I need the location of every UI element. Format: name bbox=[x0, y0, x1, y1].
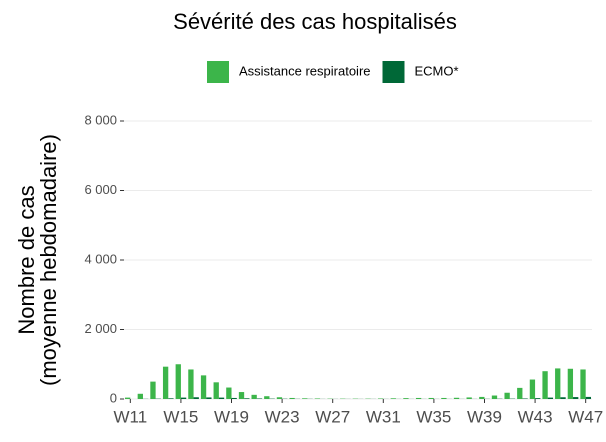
x-tick-label: W31 bbox=[366, 407, 401, 426]
bar bbox=[560, 397, 565, 399]
bar bbox=[244, 398, 249, 399]
bar bbox=[315, 398, 320, 399]
bar bbox=[441, 398, 446, 399]
x-tick-label: W11 bbox=[113, 407, 147, 426]
bar bbox=[232, 398, 237, 399]
bar bbox=[181, 398, 186, 399]
x-tick-label: W35 bbox=[416, 407, 451, 426]
bar bbox=[201, 375, 206, 399]
bar bbox=[568, 369, 573, 399]
bar bbox=[454, 398, 459, 399]
bar bbox=[264, 396, 269, 399]
bar bbox=[150, 382, 155, 399]
legend-swatch bbox=[383, 61, 405, 83]
bar bbox=[573, 397, 578, 399]
x-tick-label: W47 bbox=[568, 407, 603, 426]
bar bbox=[289, 398, 294, 399]
bar bbox=[555, 368, 560, 399]
bar bbox=[530, 380, 535, 399]
y-axis-title: Nombre de cas (moyenne hebdomadaire) bbox=[14, 134, 61, 386]
bar bbox=[586, 397, 591, 399]
bar bbox=[542, 371, 547, 399]
bar bbox=[168, 398, 173, 399]
bar bbox=[163, 367, 168, 399]
y-axis-title-line: (moyenne hebdomadaire) bbox=[36, 134, 61, 386]
bar bbox=[416, 398, 421, 399]
bar bbox=[479, 397, 484, 399]
bar bbox=[176, 364, 181, 399]
bar bbox=[467, 397, 472, 399]
bar bbox=[504, 393, 509, 399]
bar bbox=[522, 398, 527, 399]
bar bbox=[492, 396, 497, 399]
chart-title: Sévérité des cas hospitalisés bbox=[173, 9, 457, 34]
bar bbox=[302, 398, 307, 399]
bar bbox=[138, 394, 143, 399]
bar bbox=[517, 388, 522, 399]
legend-label: Assistance respiratoire bbox=[239, 63, 371, 78]
bar bbox=[429, 398, 434, 399]
y-tick-label: 0 bbox=[110, 390, 117, 405]
x-tick-label: W27 bbox=[315, 407, 350, 426]
bar bbox=[239, 392, 244, 399]
y-tick-label: 8 000 bbox=[84, 112, 117, 127]
bar bbox=[226, 388, 231, 399]
bar bbox=[277, 397, 282, 399]
x-tick-label: W19 bbox=[214, 407, 249, 426]
bar bbox=[125, 398, 130, 399]
x-tick-label: W23 bbox=[265, 407, 300, 426]
bar bbox=[194, 397, 199, 399]
bar bbox=[580, 369, 585, 399]
bar bbox=[219, 398, 224, 399]
bar bbox=[403, 398, 408, 399]
legend-swatch bbox=[207, 61, 229, 83]
y-tick-label: 2 000 bbox=[84, 321, 117, 336]
y-tick-label: 4 000 bbox=[84, 251, 117, 266]
x-tick-label: W43 bbox=[518, 407, 553, 426]
bar bbox=[206, 397, 211, 399]
x-tick-label: W39 bbox=[467, 407, 502, 426]
bar bbox=[548, 398, 553, 399]
bar bbox=[188, 369, 193, 399]
bar bbox=[214, 382, 219, 399]
bar bbox=[378, 398, 383, 399]
y-tick-label: 6 000 bbox=[84, 182, 117, 197]
x-tick-label: W15 bbox=[163, 407, 198, 426]
bar bbox=[535, 398, 540, 399]
bar bbox=[257, 398, 262, 399]
bar bbox=[251, 395, 256, 399]
bar bbox=[391, 398, 396, 399]
legend-label: ECMO* bbox=[415, 63, 459, 78]
